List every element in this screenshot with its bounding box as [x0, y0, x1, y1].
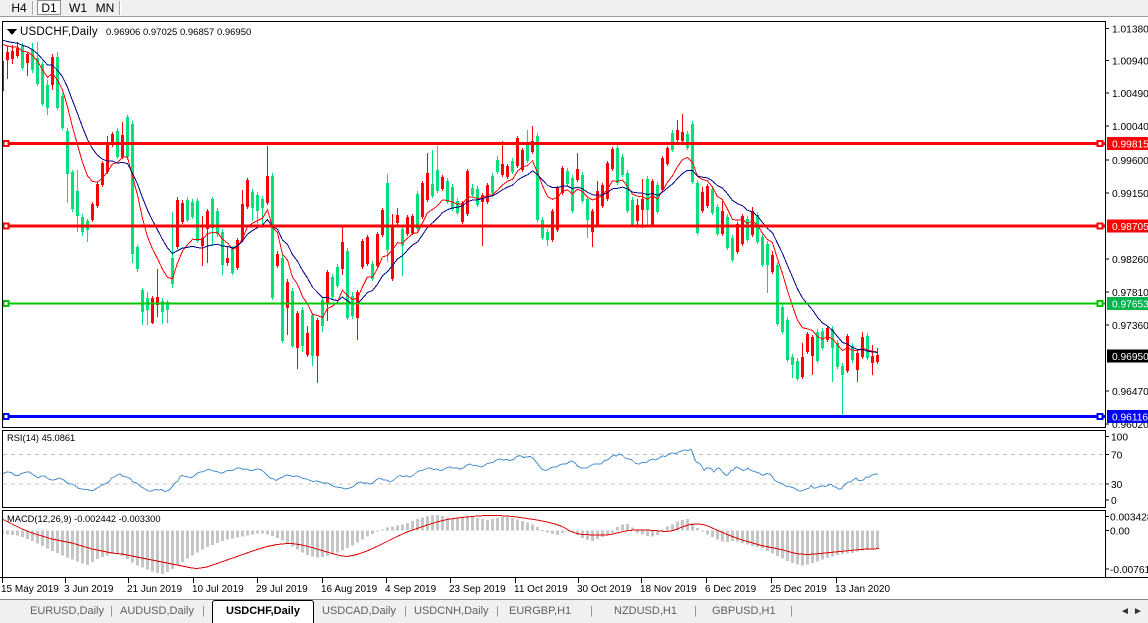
svg-text:0.98260: 0.98260: [1112, 255, 1148, 266]
svg-text:0.99150: 0.99150: [1112, 189, 1148, 200]
svg-text:25 Dec 2019: 25 Dec 2019: [770, 584, 827, 595]
svg-text:0.99600: 0.99600: [1112, 156, 1148, 167]
svg-text:0.00: 0.00: [1110, 527, 1130, 538]
svg-text:70: 70: [1111, 451, 1123, 462]
svg-text:0.97653: 0.97653: [1112, 300, 1148, 311]
svg-text:30: 30: [1111, 480, 1123, 491]
svg-text:-0.007615: -0.007615: [1110, 565, 1148, 576]
svg-text:6 Dec 2019: 6 Dec 2019: [705, 584, 757, 595]
svg-text:0.97810: 0.97810: [1112, 288, 1148, 299]
svg-text:0.003428: 0.003428: [1110, 513, 1148, 524]
svg-text:0.96470: 0.96470: [1112, 387, 1148, 398]
svg-text:29 Jul 2019: 29 Jul 2019: [256, 584, 308, 595]
svg-text:10 Jul 2019: 10 Jul 2019: [192, 584, 244, 595]
svg-text:0.96020: 0.96020: [1112, 420, 1148, 431]
svg-text:23 Sep 2019: 23 Sep 2019: [449, 584, 506, 595]
svg-text:30 Oct 2019: 30 Oct 2019: [577, 584, 632, 595]
svg-text:21 Jun 2019: 21 Jun 2019: [127, 584, 182, 595]
svg-text:0: 0: [1111, 496, 1117, 507]
svg-text:0.96906 0.97025 0.96857 0.9695: 0.96906 0.97025 0.96857 0.96950: [106, 27, 251, 38]
svg-text:0.98705: 0.98705: [1112, 222, 1148, 233]
svg-text:3 Jun 2019: 3 Jun 2019: [64, 584, 114, 595]
svg-text:1.00490: 1.00490: [1112, 89, 1148, 100]
svg-text:4 Sep 2019: 4 Sep 2019: [385, 584, 437, 595]
svg-text:0.96950: 0.96950: [1112, 352, 1148, 363]
svg-text:16 Aug 2019: 16 Aug 2019: [321, 584, 378, 595]
svg-text:MACD(12,26,9) -0.002442 -0.003: MACD(12,26,9) -0.002442 -0.003300: [7, 514, 161, 524]
svg-text:0.96116: 0.96116: [1112, 413, 1148, 424]
svg-text:1.01380: 1.01380: [1112, 25, 1148, 36]
svg-text:0.99815: 0.99815: [1112, 140, 1148, 151]
svg-text:100: 100: [1111, 433, 1128, 444]
svg-text:RSI(14) 45.0861: RSI(14) 45.0861: [7, 433, 75, 443]
svg-text:1.00940: 1.00940: [1112, 57, 1148, 68]
svg-text:0.97360: 0.97360: [1112, 321, 1148, 332]
svg-text:1.00040: 1.00040: [1112, 122, 1148, 133]
svg-text:13 Jan 2020: 13 Jan 2020: [835, 584, 890, 595]
svg-text:USDCHF,Daily: USDCHF,Daily: [20, 26, 98, 38]
svg-text:15 May 2019: 15 May 2019: [1, 584, 59, 595]
svg-text:18 Nov 2019: 18 Nov 2019: [640, 584, 697, 595]
svg-text:11 Oct 2019: 11 Oct 2019: [514, 584, 568, 595]
